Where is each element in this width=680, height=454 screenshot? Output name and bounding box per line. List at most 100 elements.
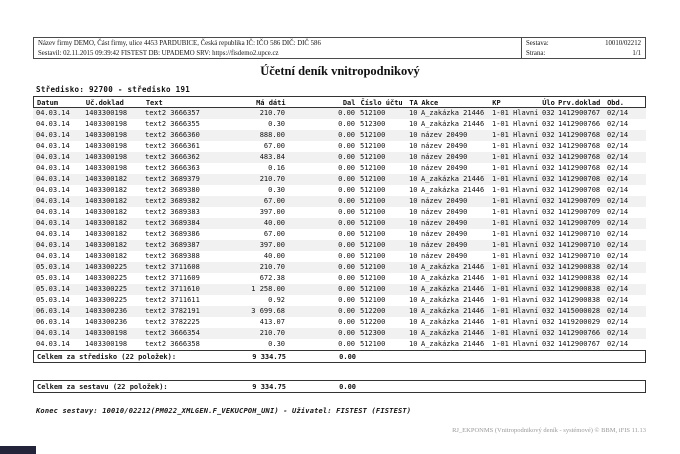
cell-kp: 1-01 Hlavní xyxy=(492,241,539,249)
col-header-dal: Dal xyxy=(342,99,356,107)
cell-prv: 1412900710 xyxy=(558,241,601,249)
table-row: 06.03.14 1403300236 text2 3782191 3 699.… xyxy=(33,306,646,317)
total-stredisko-label: Celkem za středisko (22 položek): xyxy=(37,353,177,361)
cell-ta: 10 xyxy=(409,263,418,271)
cell-prv: 1412900709 xyxy=(558,197,601,205)
cell-dal: 0.00 xyxy=(338,208,355,216)
cell-prv: 1412900838 xyxy=(558,285,601,293)
table-row: 05.03.14 1403300225 text2 3711611 0.92 0… xyxy=(33,295,646,306)
cell-ta: 10 xyxy=(409,197,418,205)
cell-prv: 1412900708 xyxy=(558,175,601,183)
cell-obd: 02/14 xyxy=(607,197,629,205)
cell-prv: 1412900838 xyxy=(558,296,601,304)
cell-akce: A_zakázka 21446 xyxy=(421,307,485,315)
total-sestava-dal: 0.00 xyxy=(339,383,356,391)
cell-doklad: 1403300225 xyxy=(85,263,128,271)
cell-ucet: 512300 xyxy=(360,329,386,337)
cell-akce: A_zakázka 21446 xyxy=(421,318,485,326)
report-header-left: Název firmy DEMO, Část firmy, ulice 4453… xyxy=(34,38,521,58)
cell-akce: název 20490 xyxy=(421,219,468,227)
cell-akce: A_zakázka 21446 xyxy=(421,175,485,183)
cell-obd: 02/14 xyxy=(607,296,629,304)
cell-text: text2 3689380 xyxy=(145,186,200,194)
col-header-text: Text xyxy=(145,99,163,107)
cell-madati: 40.00 xyxy=(263,252,285,260)
cell-doklad: 1403300182 xyxy=(85,175,128,183)
strana-label: Strana: xyxy=(526,49,546,57)
cell-kp: 1-01 Hlavní xyxy=(492,109,539,117)
cell-dal: 0.00 xyxy=(338,153,355,161)
cell-ta: 10 xyxy=(409,120,418,128)
col-header-akce: Akce xyxy=(421,99,439,107)
cell-dal: 0.00 xyxy=(338,197,355,205)
cell-ulo: 032 xyxy=(542,241,555,249)
cell-datum: 04.03.14 xyxy=(36,164,70,172)
cell-akce: A_zakázka 21446 xyxy=(421,296,485,304)
cell-datum: 04.03.14 xyxy=(36,329,70,337)
cell-ulo: 032 xyxy=(542,263,555,271)
cell-prv: 1412900710 xyxy=(558,252,601,260)
cell-madati: 1 258.00 xyxy=(251,285,285,293)
cell-doklad: 1403300198 xyxy=(85,153,128,161)
cell-madati: 210.70 xyxy=(259,329,285,337)
cell-obd: 02/14 xyxy=(607,307,629,315)
table-row: 04.03.14 1403300182 text2 3689384 40.00 … xyxy=(33,218,646,229)
cell-madati: 672.38 xyxy=(259,274,285,282)
cell-text: text2 3689386 xyxy=(145,230,200,238)
cell-ucet: 512100 xyxy=(360,131,386,139)
cell-akce: A_zakázka 21446 xyxy=(421,109,485,117)
cell-ta: 10 xyxy=(409,230,418,238)
cell-datum: 04.03.14 xyxy=(36,131,70,139)
cell-dal: 0.00 xyxy=(338,109,355,117)
cell-prv: 1412900768 xyxy=(558,153,601,161)
cell-madati: 67.00 xyxy=(263,142,285,150)
table-row: 06.03.14 1403300236 text2 3782225 413.07… xyxy=(33,317,646,328)
cell-kp: 1-01 Hlavní xyxy=(492,197,539,205)
cell-ucet: 512100 xyxy=(360,252,386,260)
cell-text: text2 3666354 xyxy=(145,329,200,337)
cell-dal: 0.00 xyxy=(338,241,355,249)
cell-ulo: 032 xyxy=(542,307,555,315)
cell-datum: 04.03.14 xyxy=(36,208,70,216)
cell-obd: 02/14 xyxy=(607,153,629,161)
table-row: 04.03.14 1403300182 text2 3689386 67.00 … xyxy=(33,229,646,240)
total-sestava-container: Celkem za sestavu (22 položek): 9 334.75… xyxy=(33,380,646,393)
cell-prv: 1412900767 xyxy=(558,109,601,117)
cell-dal: 0.00 xyxy=(338,340,355,348)
cell-dal: 0.00 xyxy=(338,307,355,315)
cell-doklad: 1403300198 xyxy=(85,142,128,150)
cell-ulo: 032 xyxy=(542,329,555,337)
cell-text: text2 3666362 xyxy=(145,153,200,161)
cell-datum: 05.03.14 xyxy=(36,285,70,293)
cell-ulo: 032 xyxy=(542,120,555,128)
cell-ta: 10 xyxy=(409,329,418,337)
cell-datum: 04.03.14 xyxy=(36,241,70,249)
cell-ucet: 512100 xyxy=(360,175,386,183)
table-row: 04.03.14 1403300198 text2 3666362 483.84… xyxy=(33,152,646,163)
cell-ulo: 032 xyxy=(542,131,555,139)
strana-row: Strana: 1/1 xyxy=(526,49,641,59)
cell-ta: 10 xyxy=(409,109,418,117)
cell-ulo: 032 xyxy=(542,197,555,205)
col-header-datum: Datum xyxy=(37,99,59,107)
cell-kp: 1-01 Hlavní xyxy=(492,120,539,128)
cell-obd: 02/14 xyxy=(607,241,629,249)
cell-obd: 02/14 xyxy=(607,109,629,117)
cell-ucet: 512100 xyxy=(360,164,386,172)
col-header-doklad: Uč.doklad xyxy=(85,99,124,107)
cell-ulo: 032 xyxy=(542,340,555,348)
cell-ulo: 032 xyxy=(542,230,555,238)
cell-text: text2 3711610 xyxy=(145,285,200,293)
cell-text: text2 3689383 xyxy=(145,208,200,216)
cell-text: text2 3666360 xyxy=(145,131,200,139)
cell-akce: název 20490 xyxy=(421,164,468,172)
cell-ucet: 512100 xyxy=(360,340,386,348)
cell-prv: 1412900838 xyxy=(558,263,601,271)
cell-ucet: 512100 xyxy=(360,241,386,249)
cell-doklad: 1403300182 xyxy=(85,208,128,216)
cell-datum: 04.03.14 xyxy=(36,219,70,227)
cell-akce: název 20490 xyxy=(421,142,468,150)
cell-kp: 1-01 Hlavní xyxy=(492,219,539,227)
cell-obd: 02/14 xyxy=(607,142,629,150)
cell-obd: 02/14 xyxy=(607,340,629,348)
